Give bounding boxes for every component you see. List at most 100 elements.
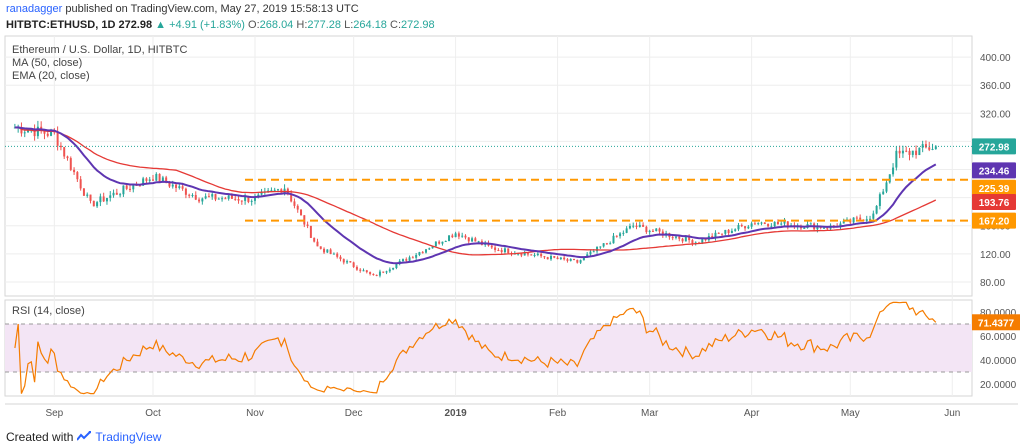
candle-body [355, 266, 358, 270]
candle-body [300, 209, 303, 216]
symbol-label: HITBTC:ETHUSD, 1D [6, 19, 116, 31]
candle-body [671, 237, 674, 239]
candle-body [382, 271, 385, 273]
candle-body [757, 223, 760, 225]
candle-body [573, 259, 576, 261]
candle-body [362, 270, 365, 272]
candle-body [786, 221, 789, 228]
candle-body [73, 169, 76, 173]
price-badge-text-last: 272.98 [979, 142, 1010, 153]
candle-body [546, 257, 549, 260]
candle-body [109, 195, 112, 198]
candle-body [714, 232, 717, 238]
close-value: 272.98 [401, 19, 435, 31]
candle-body [132, 184, 135, 190]
price-badge-ma [972, 194, 1016, 211]
candle-body [865, 219, 868, 221]
time-tick-label: May [841, 408, 860, 419]
author-link[interactable]: ranadagger [6, 3, 63, 15]
created-with-text: Created with [6, 430, 74, 444]
candle-body [638, 224, 641, 227]
candle-body [915, 150, 918, 156]
candle-body [270, 190, 273, 192]
candle-body [773, 221, 776, 227]
candle-body [96, 202, 99, 207]
candle-body [658, 228, 661, 232]
rsi-tick-label: 20.0000 [980, 380, 1017, 391]
candle-body [372, 273, 375, 275]
candle-body [115, 192, 118, 195]
candle-body [490, 245, 493, 248]
candle-body [635, 225, 638, 227]
candle-body [293, 201, 296, 206]
publisher-header: ranadagger published on TradingView.com,… [6, 3, 359, 15]
candle-body [770, 226, 773, 228]
candle-body [721, 233, 724, 235]
ohlc-bar: HITBTC:ETHUSD, 1D 272.98 ▲ +4.91 (+1.83%… [6, 19, 435, 31]
candle-body [737, 225, 740, 230]
candle-body [711, 236, 714, 238]
candle-body [744, 226, 747, 229]
rsi-tick-label: 40.0000 [980, 356, 1017, 367]
candle-body [464, 235, 467, 238]
candle-body [674, 236, 677, 238]
candle-body [760, 222, 763, 224]
candle-body [401, 259, 404, 261]
rsi-title: RSI (14, close) [12, 305, 85, 317]
time-tick-label: Apr [744, 408, 760, 419]
candle-body [750, 223, 753, 227]
candle-body [428, 248, 431, 250]
candle-body [244, 196, 247, 201]
candle-body [888, 174, 891, 183]
candle-body [267, 190, 270, 192]
candle-body [227, 195, 230, 199]
tradingview-brand[interactable]: TradingView [95, 430, 162, 444]
candle-body [727, 229, 730, 234]
candle-body [316, 241, 319, 247]
candle-body [582, 256, 585, 261]
time-tick-label: Nov [246, 408, 264, 419]
candle-body [507, 248, 510, 254]
candle-body [438, 241, 441, 244]
candle-body [681, 238, 684, 242]
candle-body [869, 218, 872, 220]
ma-legend: MA (50, close) [12, 57, 83, 69]
candle-body [701, 238, 704, 243]
candle-body [763, 222, 766, 225]
candle-body [596, 246, 599, 252]
candle-body [543, 256, 546, 258]
candle-body [467, 237, 470, 242]
candle-body [421, 252, 424, 254]
candle-body [901, 150, 904, 154]
candle-body [309, 225, 312, 238]
rsi-legend: RSI (14, close) [12, 305, 85, 318]
candle-body [105, 197, 108, 202]
candle-body [628, 226, 631, 229]
candle-body [566, 259, 569, 261]
candle-body [859, 217, 862, 220]
candle-body [908, 150, 911, 155]
candle-body [928, 147, 931, 150]
chart-title: Ethereum / U.S. Dollar, 1D, HITBTC [12, 44, 188, 56]
price-badge-resistance [972, 179, 1016, 196]
candle-body [648, 230, 651, 233]
candle-body [204, 196, 207, 199]
candle-body [224, 198, 227, 200]
last-price: 272.98 [118, 19, 153, 31]
candle-body [405, 259, 408, 261]
price-badge-text-support: 167.20 [979, 217, 1010, 228]
candle-body [494, 247, 497, 251]
candle-body [63, 147, 66, 157]
candle-body [599, 246, 602, 248]
candle-body [734, 229, 737, 231]
candle-body [684, 236, 687, 242]
candle-body [237, 199, 240, 201]
candle-body [905, 150, 908, 152]
candle-body [23, 132, 26, 134]
candle-body [533, 255, 536, 257]
candle-body [158, 173, 161, 183]
candle-body [803, 227, 806, 229]
candle-body [892, 167, 895, 175]
price-badge-text-ma: 193.76 [979, 198, 1010, 209]
